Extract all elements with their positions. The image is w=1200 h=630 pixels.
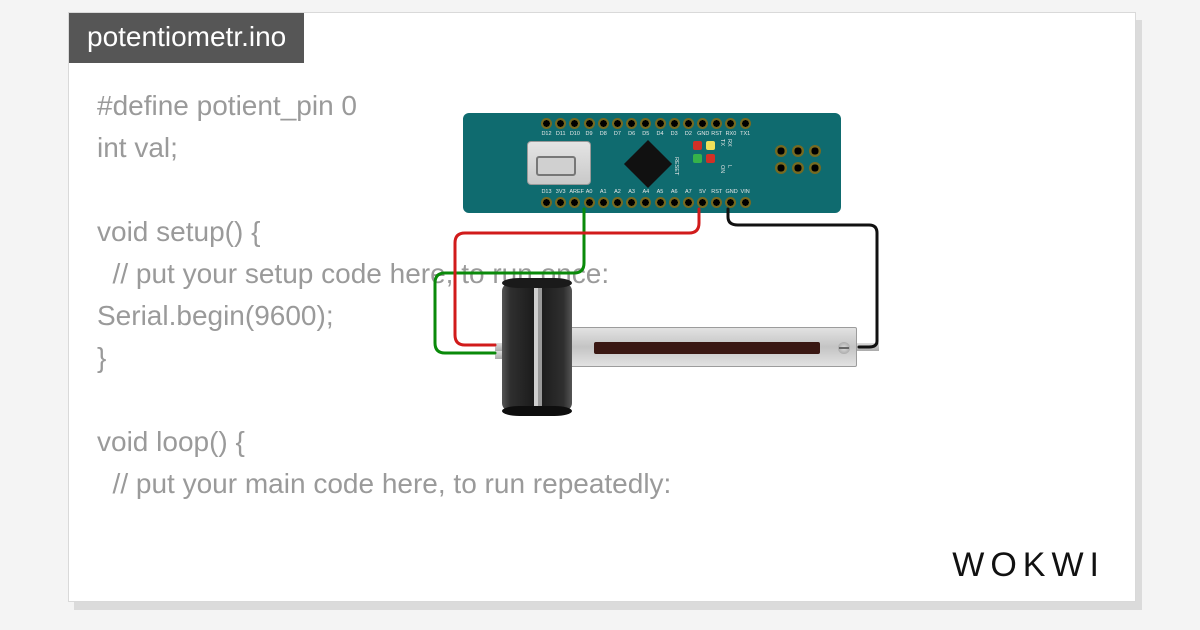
brand-text: WOKWI [952, 546, 1105, 584]
project-card: potentiometr.ino #define potient_pin 0 i… [68, 12, 1136, 602]
pin-row-bottom [541, 197, 751, 208]
pot-knob[interactable] [502, 283, 572, 411]
arduino-nano-board[interactable]: D12D11D10D9D8D7D6D5D4D3D2GNDRSTRX0TX1 D1… [463, 113, 841, 213]
label-rx: RX [726, 139, 732, 147]
pot-track [594, 342, 820, 354]
label-l: L [726, 165, 732, 168]
pot-knob-cap [502, 278, 572, 288]
isp-header [775, 145, 821, 174]
label-reset: RESET [673, 157, 679, 175]
filename-text: potentiometr.ino [87, 21, 286, 52]
pin-row-top [541, 118, 751, 129]
wire-vcc[interactable] [455, 209, 699, 345]
pin-labels-top: D12D11D10D9D8D7D6D5D4D3D2GNDRSTRX0TX1 [541, 131, 751, 137]
pin-labels-bottom: D133V3AREFA0A1A2A3A4A5A6A75VRSTGNDVIN [541, 189, 751, 195]
pot-leg [857, 343, 879, 351]
mcu-chip-icon [624, 140, 672, 188]
filename-tab: potentiometr.ino [69, 13, 304, 63]
label-on: ON [719, 165, 725, 173]
pot-knob-base [502, 406, 572, 416]
screw-icon [838, 342, 850, 354]
label-tx: TX [719, 139, 725, 146]
circuit-diagram: D12D11D10D9D8D7D6D5D4D3D2GNDRSTRX0TX1 D1… [399, 113, 879, 413]
status-leds [693, 141, 715, 163]
brand-logo: WOKWI [952, 546, 1105, 585]
usb-port-icon [527, 141, 591, 185]
